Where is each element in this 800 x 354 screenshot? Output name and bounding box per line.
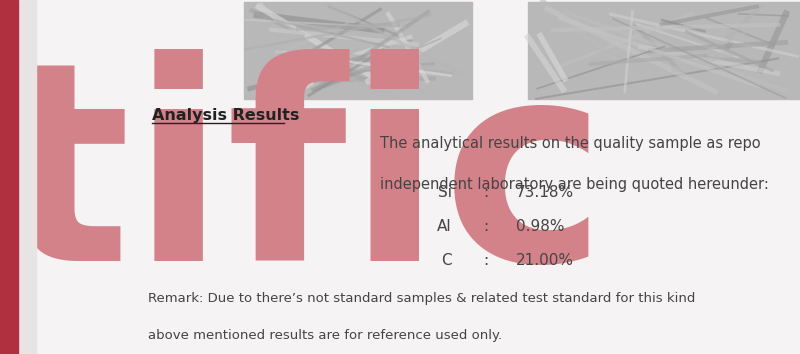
- Text: Analysis Results: Analysis Results: [152, 108, 299, 123]
- Bar: [18, 0, 36, 354]
- Text: 73.18%: 73.18%: [516, 185, 574, 200]
- Text: :: :: [483, 253, 488, 268]
- Text: The analytical results on the quality sample as repo: The analytical results on the quality sa…: [380, 136, 761, 151]
- Text: Si: Si: [438, 185, 452, 200]
- Text: :: :: [483, 219, 488, 234]
- Text: above mentioned results are for reference used only.: above mentioned results are for referenc…: [148, 329, 502, 342]
- Text: 21.00%: 21.00%: [516, 253, 574, 268]
- Text: :: :: [483, 185, 488, 200]
- Bar: [528, 2, 800, 99]
- Text: independent laboratory are being quoted hereunder:: independent laboratory are being quoted …: [380, 177, 769, 192]
- Text: Al: Al: [438, 219, 452, 234]
- Text: ertific: ertific: [0, 49, 607, 319]
- Bar: [0, 0, 18, 354]
- Text: 0.98%: 0.98%: [516, 219, 565, 234]
- Text: Remark: Due to there’s not standard samples & related test standard for this kin: Remark: Due to there’s not standard samp…: [148, 292, 695, 305]
- Text: C: C: [442, 253, 452, 268]
- Bar: [244, 2, 472, 99]
